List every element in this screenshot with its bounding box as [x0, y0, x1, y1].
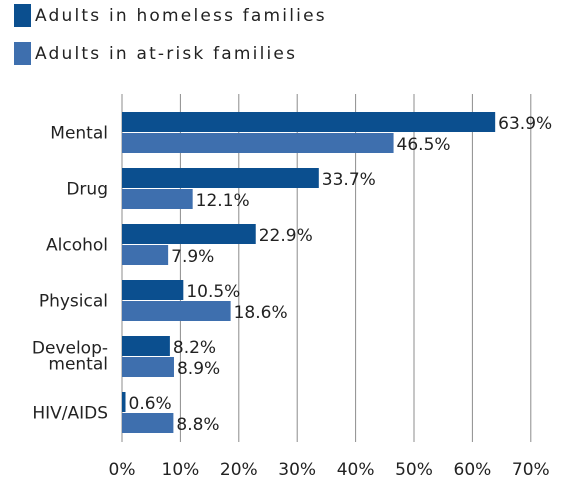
- x-tick-label: 10%: [162, 460, 200, 480]
- bar-homeless: [122, 392, 126, 412]
- bar-at-risk: [122, 301, 231, 321]
- data-label: 46.5%: [397, 135, 451, 155]
- bar-homeless: [122, 168, 319, 188]
- x-tick-label: 60%: [454, 460, 492, 480]
- bar-homeless: [122, 336, 170, 356]
- bar-homeless: [122, 280, 184, 300]
- data-label: 8.2%: [173, 338, 216, 358]
- category-label: Mental: [50, 124, 108, 144]
- bar-at-risk: [122, 133, 394, 153]
- category-label: mental: [48, 355, 108, 375]
- legend: Adults in homeless families Adults in at…: [14, 4, 327, 80]
- x-tick-label: 0%: [109, 460, 136, 480]
- x-tick-label: 70%: [512, 460, 550, 480]
- category-label: Alcohol: [46, 236, 108, 256]
- bar-at-risk: [122, 189, 193, 209]
- category-label: Physical: [39, 292, 108, 312]
- data-label: 22.9%: [259, 226, 313, 246]
- legend-swatch-at-risk: [14, 42, 31, 65]
- data-label: 63.9%: [498, 114, 552, 134]
- legend-item-at-risk: Adults in at-risk families: [14, 42, 327, 65]
- x-tick-label: 20%: [220, 460, 258, 480]
- category-label: Develop-: [32, 339, 108, 359]
- data-label: 8.9%: [177, 359, 220, 379]
- data-label: 0.6%: [129, 394, 172, 414]
- data-label: 18.6%: [234, 303, 288, 323]
- data-label: 8.8%: [176, 415, 219, 435]
- legend-swatch-homeless: [14, 4, 31, 27]
- x-tick-label: 30%: [278, 460, 316, 480]
- category-label: Drug: [66, 180, 108, 200]
- bar-at-risk: [122, 245, 169, 265]
- data-label: 33.7%: [322, 170, 376, 190]
- legend-label-at-risk: Adults in at-risk families: [35, 43, 298, 64]
- x-tick-label: 50%: [395, 460, 433, 480]
- data-label: 10.5%: [186, 282, 240, 302]
- bar-homeless: [122, 224, 256, 244]
- category-label: HIV/AIDS: [32, 404, 108, 424]
- data-label: 7.9%: [171, 247, 214, 267]
- bar-at-risk: [122, 413, 174, 433]
- x-tick-label: 40%: [337, 460, 375, 480]
- legend-label-homeless: Adults in homeless families: [35, 5, 327, 26]
- legend-item-homeless: Adults in homeless families: [14, 4, 327, 27]
- bar-homeless: [122, 112, 496, 132]
- data-label: 12.1%: [196, 191, 250, 211]
- bar-at-risk: [122, 357, 174, 377]
